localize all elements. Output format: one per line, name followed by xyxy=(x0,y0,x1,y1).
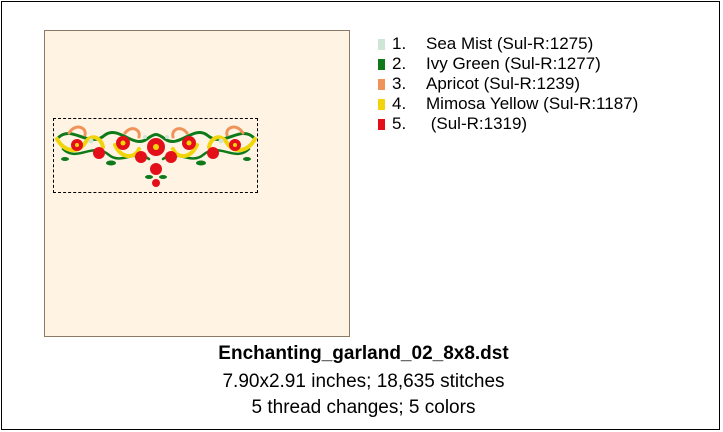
thread-row-2: 2. Ivy Green (Sul-R:1277) xyxy=(376,54,716,74)
thread-change-info: 5 thread changes; 5 colors xyxy=(251,397,476,418)
thread-swatch-3 xyxy=(378,79,385,90)
size-stitch-info: 7.90x2.91 inches; 18,635 stitches xyxy=(222,371,505,392)
garland-design-image xyxy=(55,125,257,187)
thread-swatch-2 xyxy=(378,59,385,70)
thread-swatch-5 xyxy=(378,119,385,130)
thread-number: 4. xyxy=(392,94,407,113)
thread-name: Mimosa Yellow (Sul-R:1187) xyxy=(426,94,639,113)
thread-number: 5. xyxy=(392,114,407,133)
thread-number: 2. xyxy=(392,54,407,73)
thread-row-1: 1. Sea Mist (Sul-R:1275) xyxy=(376,34,716,54)
thread-swatch-4 xyxy=(378,99,385,110)
thread-name: Apricot (Sul-R:1239) xyxy=(426,74,581,93)
thread-row-5: 5. (Sul-R:1319) xyxy=(376,114,716,134)
thread-swatch-1 xyxy=(378,39,385,50)
selection-bounding-box[interactable] xyxy=(53,118,258,193)
thread-row-3: 3. Apricot (Sul-R:1239) xyxy=(376,74,716,94)
thread-name: Sea Mist (Sul-R:1275) xyxy=(426,34,594,53)
thread-name: (Sul-R:1319) xyxy=(426,114,528,133)
thread-number: 3. xyxy=(392,74,407,93)
thread-number: 1. xyxy=(392,34,407,53)
thread-name: Ivy Green (Sul-R:1277) xyxy=(426,54,601,73)
thread-color-legend: 1. Sea Mist (Sul-R:1275) 2. Ivy Green (S… xyxy=(376,34,716,134)
hoop-area xyxy=(44,30,350,337)
thread-row-4: 4. Mimosa Yellow (Sul-R:1187) xyxy=(376,94,716,114)
file-name: Enchanting_garland_02_8x8.dst xyxy=(218,343,509,364)
